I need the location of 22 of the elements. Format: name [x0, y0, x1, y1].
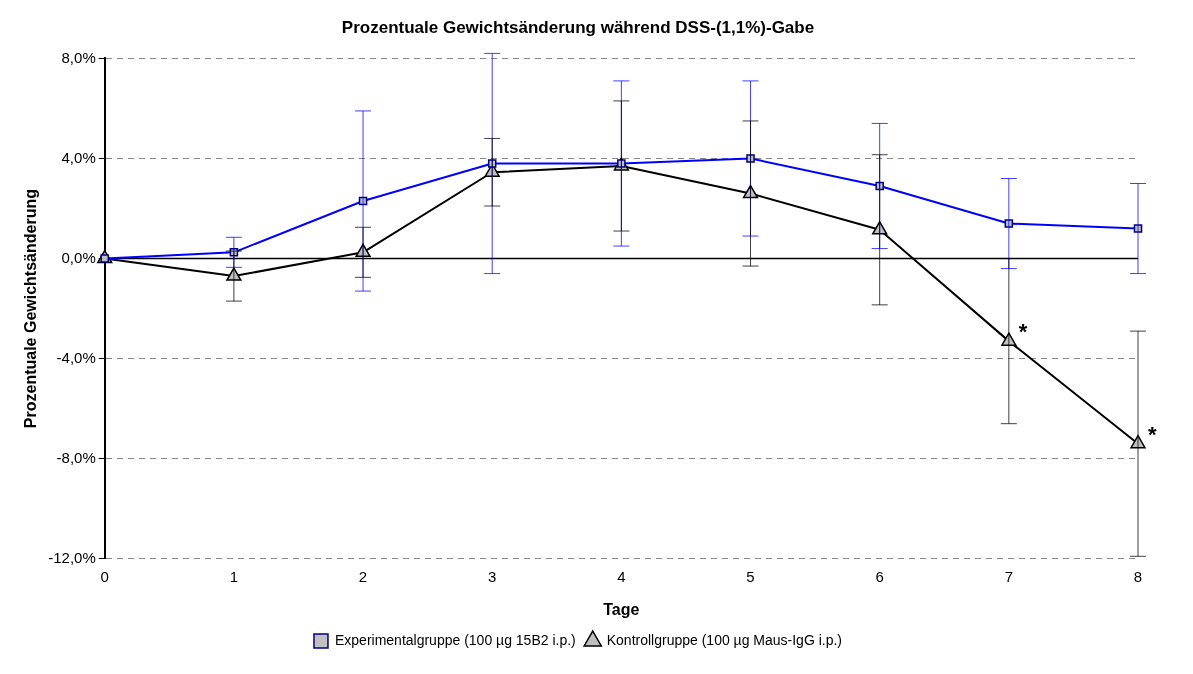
- x-axis-title: Tage: [603, 600, 640, 618]
- x-tick-label: 4: [617, 567, 626, 585]
- x-tick-label: 8: [1133, 567, 1143, 585]
- x-tick-label: 6: [875, 567, 884, 585]
- x-tick-label: 3: [488, 567, 497, 585]
- x-tick-label: 0: [100, 567, 109, 585]
- annotation: *: [1148, 421, 1157, 447]
- y-tick-label: 4,0%: [61, 148, 96, 166]
- x-tick-label: 2: [358, 567, 368, 585]
- y-tick-label: 0,0%: [61, 248, 96, 266]
- chart-title: Prozentuale Gewichtsänderung während DSS-(1,1%)-Gabe: [341, 17, 815, 37]
- legend-label: Kontrollgruppe (100 µg Maus-IgG i.p.): [606, 631, 843, 648]
- x-tick-label: 1: [229, 567, 239, 585]
- legend-label: Experimentalgruppe (100 µg 15B2 i.p.): [334, 631, 576, 648]
- y-tick-label: -4,0%: [56, 348, 96, 366]
- y-tick-label: -8,0%: [56, 448, 96, 466]
- x-tick-label: 5: [746, 567, 755, 585]
- y-axis-title: Prozentuale Gewichtsänderung: [22, 189, 40, 429]
- x-tick-label: 7: [1004, 567, 1014, 585]
- annotation: *: [1018, 319, 1028, 345]
- y-tick-label: -12,0%: [48, 548, 96, 566]
- y-tick-label: 8,0%: [61, 48, 96, 66]
